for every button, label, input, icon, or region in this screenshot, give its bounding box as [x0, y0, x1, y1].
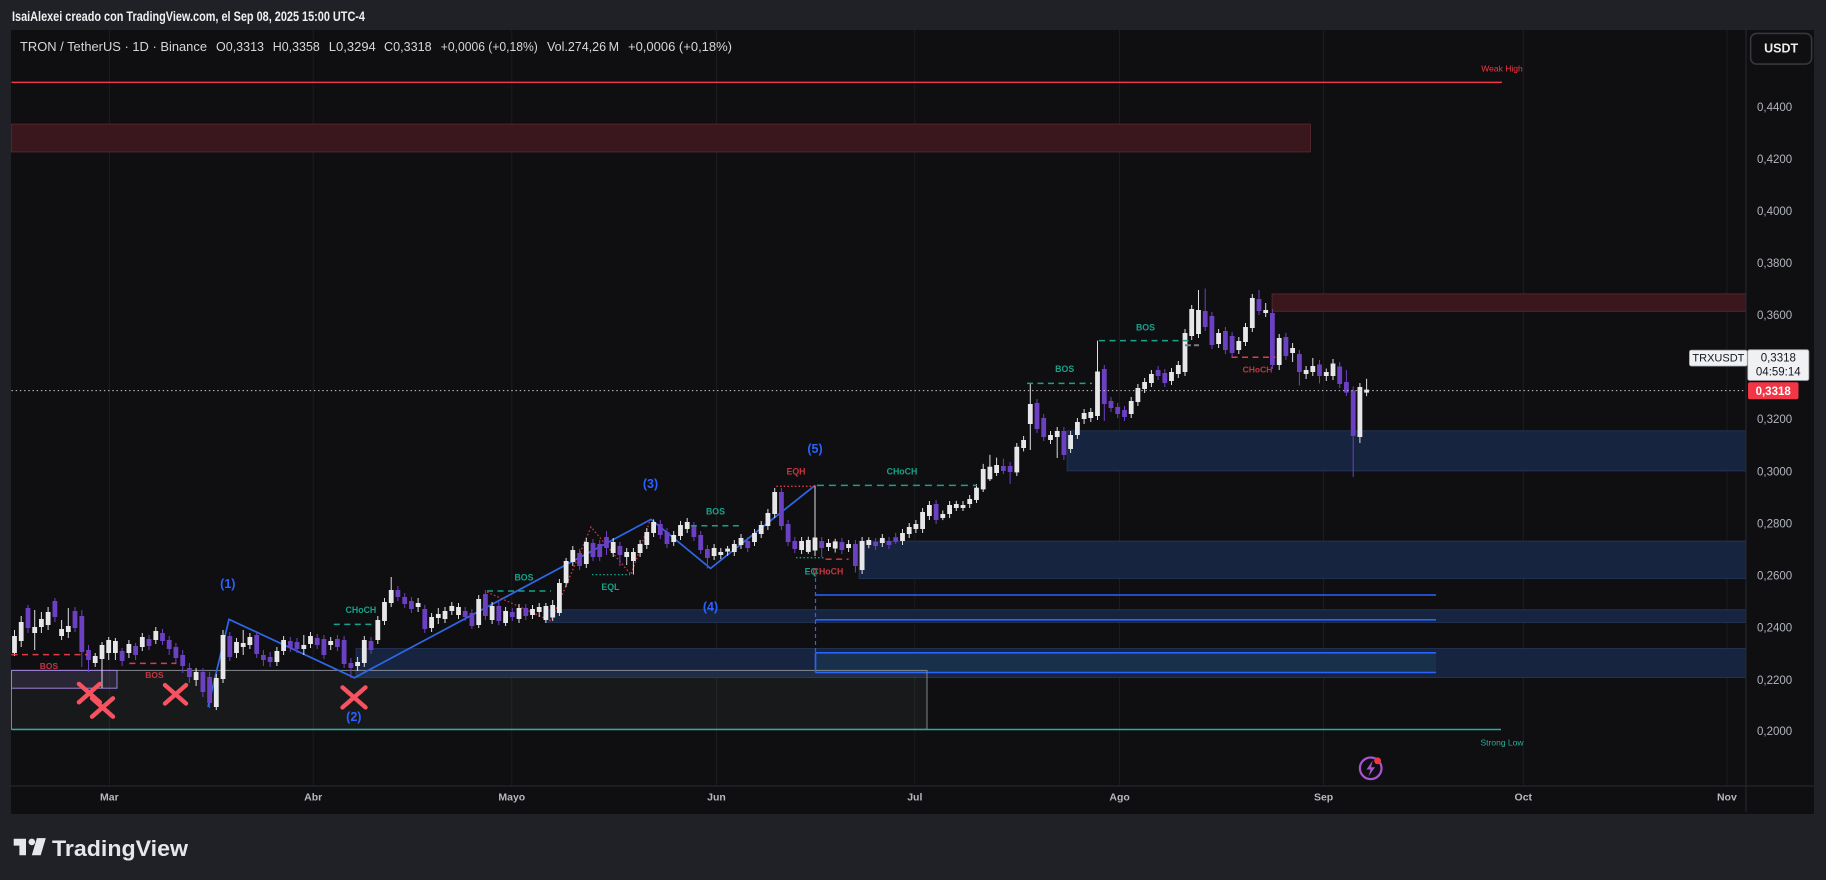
svg-text:Vol.274,26 M: Vol.274,26 M	[547, 39, 619, 54]
svg-text:Strong Low: Strong Low	[1481, 738, 1525, 748]
svg-text:Jun: Jun	[707, 792, 726, 804]
svg-text:(5): (5)	[807, 442, 822, 456]
svg-text:0,4400: 0,4400	[1757, 102, 1792, 114]
svg-text:CHoCH: CHoCH	[887, 467, 918, 477]
svg-text:0,3800: 0,3800	[1757, 258, 1792, 270]
svg-text:0,3318: 0,3318	[1756, 386, 1792, 398]
svg-text:Ago: Ago	[1109, 792, 1129, 804]
svg-text:Weak High: Weak High	[1481, 64, 1523, 74]
svg-text:(4): (4)	[703, 600, 718, 614]
svg-text:H0,3358: H0,3358	[273, 39, 320, 54]
svg-text:BOS: BOS	[706, 507, 725, 517]
svg-text:CHoCH: CHoCH	[813, 567, 844, 577]
svg-text:C0,3318: C0,3318	[384, 39, 432, 54]
svg-text:0,4000: 0,4000	[1757, 206, 1792, 218]
svg-text:Sep: Sep	[1314, 792, 1333, 804]
svg-text:Nov: Nov	[1717, 792, 1737, 804]
svg-text:0,3000: 0,3000	[1757, 466, 1792, 478]
svg-text:0,3600: 0,3600	[1757, 310, 1792, 322]
svg-text:Abr: Abr	[304, 792, 322, 804]
svg-text:(1): (1)	[220, 577, 235, 591]
svg-text:EQH: EQH	[786, 467, 805, 477]
svg-text:0,2200: 0,2200	[1757, 675, 1792, 687]
svg-text:TradingView: TradingView	[52, 836, 189, 861]
svg-text:Mar: Mar	[100, 792, 119, 804]
svg-text:BOS: BOS	[40, 661, 59, 671]
svg-text:Jul: Jul	[907, 792, 922, 804]
svg-text:(2): (2)	[346, 710, 361, 724]
svg-text:0,2000: 0,2000	[1757, 726, 1792, 738]
svg-text:04:59:14: 04:59:14	[1756, 367, 1801, 379]
svg-text:+0,0006 (+0,18%): +0,0006 (+0,18%)	[628, 39, 732, 54]
svg-text:BOS: BOS	[1136, 323, 1155, 333]
svg-text:0,3318: 0,3318	[1761, 353, 1796, 365]
svg-text:IsaiAlexei creado con TradingV: IsaiAlexei creado con TradingView.com, e…	[12, 9, 365, 24]
svg-text:0,2800: 0,2800	[1757, 518, 1792, 530]
svg-text:(3): (3)	[643, 477, 658, 491]
svg-text:EQ: EQ	[805, 567, 818, 577]
svg-text:CHoCH: CHoCH	[346, 605, 377, 615]
svg-text:BOS: BOS	[1055, 364, 1074, 374]
svg-text:BOS: BOS	[145, 670, 164, 680]
svg-text:TRXUSDT: TRXUSDT	[1692, 353, 1744, 365]
svg-text:L0,3294: L0,3294	[329, 39, 376, 54]
svg-text:USDT: USDT	[1764, 42, 1798, 56]
svg-text:0,2400: 0,2400	[1757, 623, 1792, 635]
svg-text:0,2600: 0,2600	[1757, 571, 1792, 583]
svg-text:Mayo: Mayo	[498, 792, 525, 804]
svg-text:O0,3313: O0,3313	[216, 39, 264, 54]
svg-text:CHoCH: CHoCH	[1243, 365, 1273, 375]
svg-text:Oct: Oct	[1515, 792, 1533, 804]
svg-text:0,4200: 0,4200	[1757, 154, 1792, 166]
svg-text:BOS: BOS	[514, 573, 533, 583]
svg-text:TRON / TetherUS · 1D · Binance: TRON / TetherUS · 1D · Binance	[20, 39, 207, 54]
svg-text:EQL: EQL	[601, 582, 620, 592]
svg-text:+0,0006 (+0,18%): +0,0006 (+0,18%)	[441, 39, 538, 54]
svg-text:0,3200: 0,3200	[1757, 414, 1792, 426]
